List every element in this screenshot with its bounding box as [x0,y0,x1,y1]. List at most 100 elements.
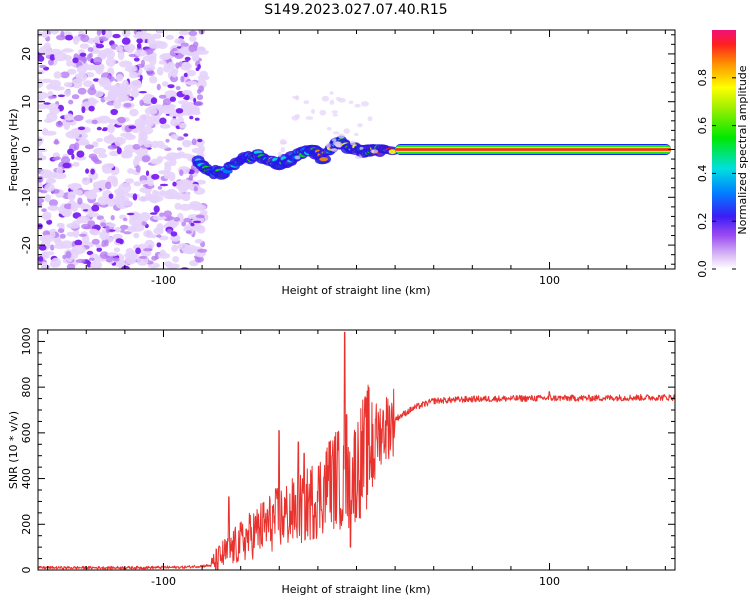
ridge-spray-blob [359,146,364,150]
noise-blob [41,208,47,213]
noise-blob [165,138,170,143]
ridge-spray-blob [354,155,363,159]
noise-blob [194,101,204,107]
noise-blob [123,43,136,52]
noise-blob [91,119,98,125]
noise-blob [73,115,84,122]
ridge-layer [191,91,672,180]
noise-blob [151,33,162,39]
ridge-spray-blob [329,99,335,105]
noise-blob [190,222,195,227]
ridge-spray-blob [331,148,338,152]
noise-blob [171,69,178,78]
noise-blob [153,205,160,213]
noise-blob [79,43,90,49]
noise-blob [115,238,123,244]
noise-blob [165,34,174,40]
noise-blob [84,144,95,150]
colorbar-tick-label: 0.0 [696,260,709,278]
noise-blob [124,66,138,72]
noise-blob [191,51,200,60]
noise-blob [40,261,48,269]
noise-blob [169,158,177,166]
snr-series-line [38,331,675,570]
noise-blob [98,49,108,58]
noise-blob [71,153,75,160]
noise-blob [181,221,187,227]
ridge-spray-blob [367,116,373,122]
x-tick-label: -100 [151,274,176,287]
y-tick-label: -10 [20,188,33,206]
noise-blob [117,96,127,103]
noise-blob [128,216,143,227]
noise-blob [184,244,198,254]
noise-blob [54,156,61,160]
noise-blob [96,215,105,220]
noise-blob [159,123,171,129]
noise-blob [188,174,194,181]
noise-blob [172,255,180,263]
noise-blob [39,64,47,69]
noise-blob [112,198,121,204]
noise-blob [114,137,124,147]
noise-blob [46,178,57,184]
ridge-spray-blob [336,144,342,148]
y-tick-label: 20 [20,47,33,61]
noise-blob [149,57,157,66]
noise-blob [105,57,116,67]
ridge-spray-blob [354,103,361,108]
noise-blob [119,224,129,230]
noise-blob [121,265,130,269]
noise-blob [104,30,113,39]
noise-blob [46,84,54,90]
noise-blob [112,33,121,39]
noise-blob [121,37,131,45]
noise-blob [96,30,102,36]
noise-blob [169,96,176,102]
noise-blob [38,137,42,147]
noise-blob [88,257,95,261]
noise-blob [129,108,139,117]
noise-blob [88,153,98,159]
ridge-spray-blob [326,126,332,131]
noise-blob [196,179,207,185]
ridge-spray-blob [348,100,354,105]
y-tick-label: 10 [20,95,33,109]
noise-blob [95,43,104,49]
y-tick-label: 800 [20,377,33,398]
noise-blob [122,200,133,207]
noise-blob [53,244,67,249]
noise-blob [178,30,190,36]
noise-blob [200,210,208,215]
noise-blob [110,108,118,116]
noise-blob [38,69,45,75]
noise-blob [117,116,126,124]
noise-blob [54,51,68,62]
noise-blob [139,74,143,81]
noise-blob [179,122,187,129]
noise-blob [159,53,171,61]
noise-blob [105,225,110,234]
noise-blob [184,94,190,101]
noise-blob [107,145,118,150]
noise-blob [192,204,207,211]
ridge-spray-blob [350,140,356,146]
noise-blob [98,152,108,159]
noise-blob [72,35,80,45]
noise-blob [64,113,74,121]
ridge-spray-blob [332,113,338,117]
noise-blob [156,242,162,248]
noise-blob [86,261,92,268]
noise-blob [180,75,185,83]
ridge-spray-blob [331,110,339,114]
y-tick-label: 400 [20,468,33,489]
noise-blob [143,64,156,72]
y-tick-label: 1000 [20,327,33,355]
noise-blob [97,196,109,206]
noise-blob [135,247,142,255]
noise-blob [49,107,60,115]
noise-blob [66,231,76,237]
noise-blob [48,199,59,207]
noise-blob [181,141,196,146]
